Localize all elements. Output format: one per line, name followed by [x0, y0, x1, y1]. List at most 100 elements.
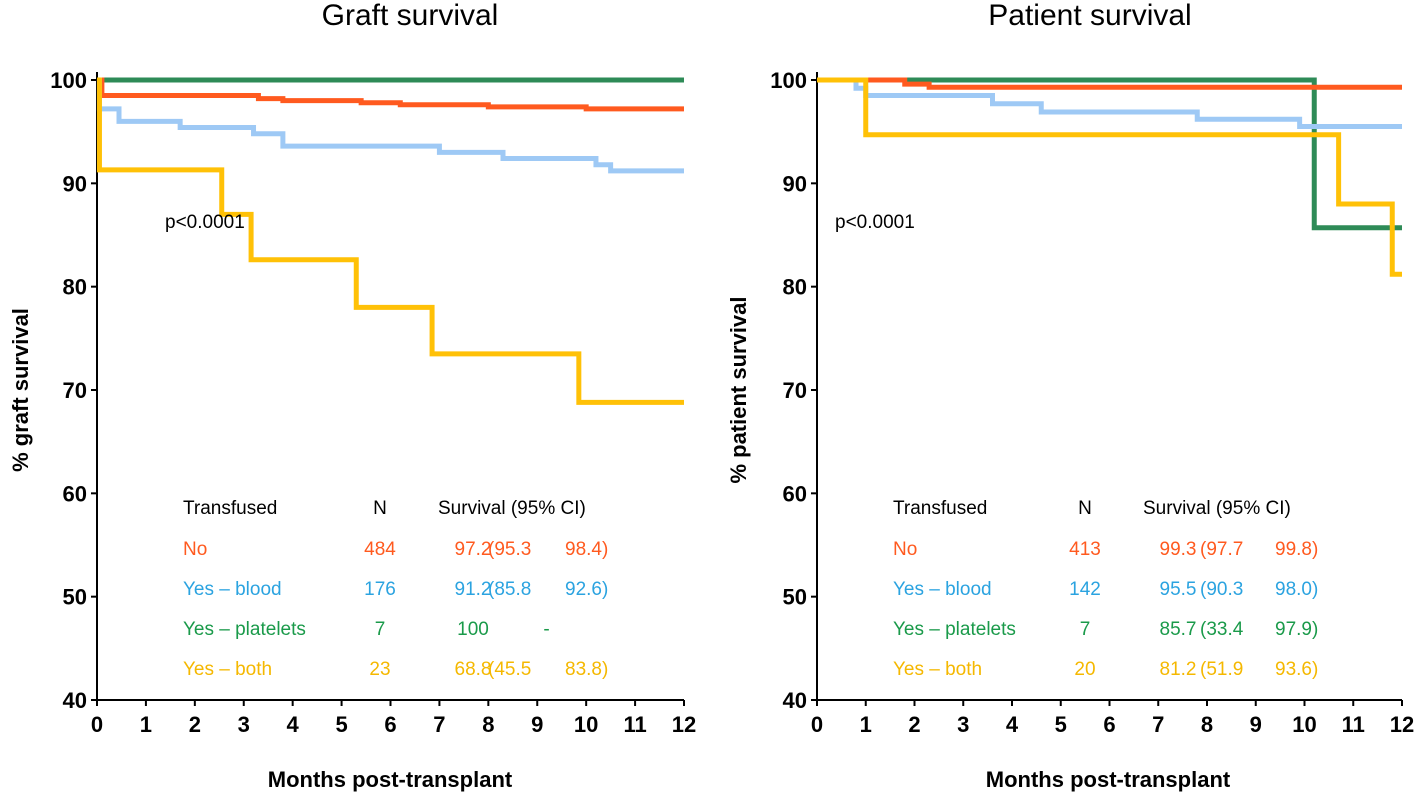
panel1-table-row-survival: 68.8: [455, 659, 492, 680]
panel2-y-tick-label: 50: [783, 585, 807, 610]
panel1-chart-title: Graft survival: [322, 0, 499, 32]
panel2-table-row-ci-low: (90.3: [1200, 579, 1243, 600]
panel2-table-row-ci-low: (33.4: [1200, 619, 1244, 640]
panel1-x-tick-label: 5: [335, 712, 347, 737]
panel2-table-row-label: Yes – both: [893, 659, 982, 680]
panel2-series-line-no: [817, 77, 1402, 90]
panel1-table-row-label: Yes – both: [183, 659, 272, 680]
panel2-x-tick-label: 9: [1250, 712, 1262, 737]
panel1-y-tick-label: 50: [63, 585, 87, 610]
panel1-y-tick-label: 60: [63, 481, 87, 506]
panel2-y-tick-label: 40: [783, 688, 807, 713]
panel1-table-row-label: Yes – blood: [183, 579, 282, 600]
panel2-x-tick-label: 2: [908, 712, 920, 737]
panel2-table-row-n: 7: [1080, 619, 1091, 640]
panel2-table-row-ci-high: 97.9): [1275, 619, 1318, 640]
panel2-x-tick-label: 8: [1201, 712, 1213, 737]
panel1-x-tick-label: 8: [482, 712, 494, 737]
panel2-x-tick-label: 4: [1006, 712, 1019, 737]
panel2-y-tick-label: 100: [770, 68, 807, 93]
panel2-y-axis-label: % patient survival: [726, 296, 751, 483]
panel1-table-row-ci-high: 98.4): [565, 539, 608, 560]
panel1-table-row-survival: 97.2: [455, 539, 492, 560]
panel1-table-row-ci-high: 92.6): [565, 579, 608, 600]
panel1-table-row-label: No: [183, 539, 207, 560]
panel2-table-row-survival: 85.7: [1160, 619, 1197, 640]
panel1-y-tick-label: 80: [63, 275, 87, 300]
panel2-y-tick-label: 90: [783, 171, 807, 196]
panel1-x-tick-label: 7: [433, 712, 445, 737]
panel1-table-row-n: 484: [364, 539, 396, 560]
panel1-table-row-ci-low: -: [543, 619, 549, 640]
panel2-chart-title: Patient survival: [988, 0, 1191, 32]
panel1-x-tick-label: 10: [574, 712, 598, 737]
panel1-x-tick-label: 12: [672, 712, 696, 737]
panel2-table-row-n: 20: [1074, 659, 1095, 680]
panel1-series-line-yes-both: [96, 77, 684, 405]
panel2-series-line-yes-blood: [817, 77, 1402, 129]
panel1-x-tick-label: 3: [238, 712, 250, 737]
panel1-table-row-survival: 100: [457, 619, 489, 640]
panel2-x-tick-label: 3: [957, 712, 969, 737]
panel1-y-tick-label: 100: [50, 68, 87, 93]
panel1-table-header-survival: Survival (95% CI): [438, 498, 586, 519]
panel2-y-tick-label: 70: [783, 378, 807, 403]
panel2-table-row-label: Yes – platelets: [893, 619, 1016, 640]
panel1-table-header-transfused: Transfused: [183, 498, 277, 519]
panel1-y-axis-label: % graft survival: [8, 308, 33, 472]
panel1-x-tick-label: 2: [189, 712, 201, 737]
panel1-table-row-n: 7: [375, 619, 386, 640]
panel1-y-tick-label: 70: [63, 378, 87, 403]
panel1-series-line-no: [97, 77, 684, 112]
panel2-table-header-n: N: [1078, 498, 1092, 519]
panel1-table-row-n: 23: [369, 659, 390, 680]
panel2-x-tick-label: 7: [1152, 712, 1164, 737]
panel2-x-tick-label: 1: [860, 712, 872, 737]
panel1-y-tick-label: 90: [63, 171, 87, 196]
panel2-x-axis-label: Months post-transplant: [986, 767, 1231, 792]
panel2-x-tick-label: 6: [1103, 712, 1115, 737]
panel1-table-row-ci-high: 83.8): [565, 659, 608, 680]
panel1-x-axis-label: Months post-transplant: [268, 767, 513, 792]
panel2-x-tick-label: 0: [811, 712, 823, 737]
panel2-table-header-survival: Survival (95% CI): [1143, 498, 1291, 519]
panel2-table-row-label: No: [893, 539, 917, 560]
panel2-table-row-survival: 99.3: [1160, 539, 1197, 560]
panel2-table-row-ci-high: 93.6): [1275, 659, 1318, 680]
panel1-x-tick-label: 11: [623, 712, 646, 737]
panel1-table-row-n: 176: [364, 579, 396, 600]
panel1-y-tick-label: 40: [63, 688, 87, 713]
panel1-p-value-annotation: p<0.0001: [165, 212, 245, 233]
panel1-table-row-ci-low: (45.5: [488, 659, 531, 680]
panel2-table-row-survival: 95.5: [1160, 579, 1197, 600]
panel2-x-tick-label: 11: [1342, 712, 1365, 737]
panel1-table-row-survival: 91.2: [455, 579, 492, 600]
panel2-x-tick-label: 10: [1292, 712, 1316, 737]
panel2-series-line-yes-both: [817, 77, 1402, 277]
panel2-table-row-ci-low: (51.9: [1200, 659, 1243, 680]
panel1-table-row-ci-low: (95.3: [488, 539, 531, 560]
panel2-series-line-yes-platelets: [817, 77, 1402, 231]
panel1-x-tick-label: 6: [384, 712, 396, 737]
panel2-table-row-n: 142: [1069, 579, 1101, 600]
panel2-table-row-ci-high: 99.8): [1275, 539, 1318, 560]
panel2-p-value-annotation: p<0.0001: [835, 212, 915, 233]
panel2-table-row-ci-high: 98.0): [1275, 579, 1318, 600]
panel2-table-row-n: 413: [1069, 539, 1101, 560]
panel2-x-tick-label: 5: [1055, 712, 1067, 737]
panel2-table-row-ci-low: (97.7: [1200, 539, 1243, 560]
panel2-y-tick-label: 60: [783, 481, 807, 506]
panel2-table-row-label: Yes – blood: [893, 579, 992, 600]
panel1-x-tick-label: 9: [531, 712, 543, 737]
panel2-y-tick-label: 80: [783, 275, 807, 300]
panel1-series-line-yes-blood: [96, 77, 684, 174]
panel1-table-row-ci-low: (85.8: [488, 579, 531, 600]
panel1-table-header-n: N: [373, 498, 387, 519]
panel2-table-header-transfused: Transfused: [893, 498, 987, 519]
panel2-x-tick-label: 12: [1390, 712, 1414, 737]
panel1-x-tick-label: 0: [91, 712, 103, 737]
panel2-table-row-survival: 81.2: [1160, 659, 1197, 680]
panel1-x-tick-label: 4: [287, 712, 300, 737]
panel1-table-row-label: Yes – platelets: [183, 619, 306, 640]
